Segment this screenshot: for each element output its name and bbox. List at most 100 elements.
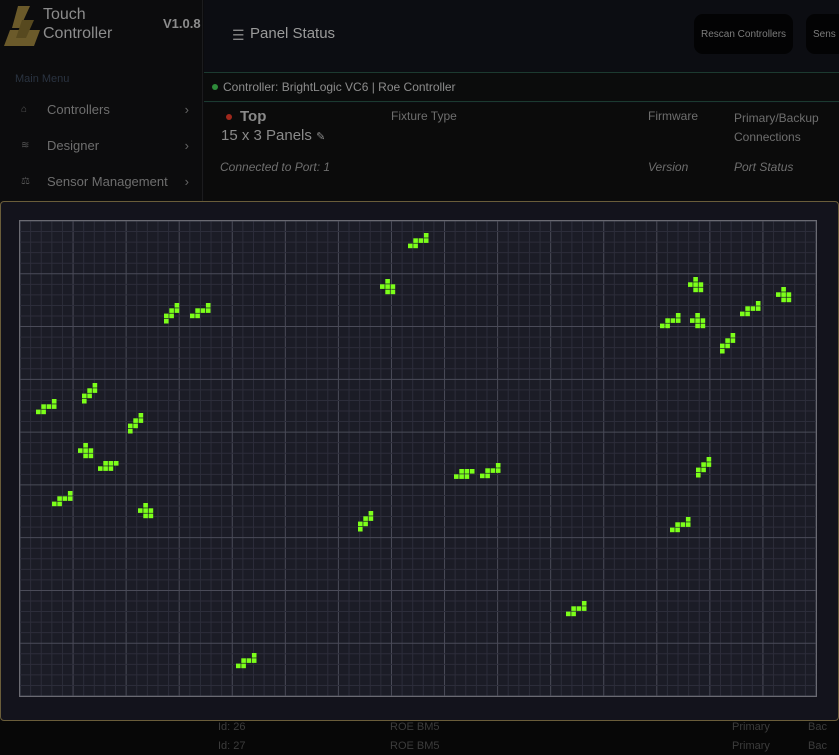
page-title: Panel Status [250, 25, 336, 42]
lit-pixel [385, 279, 390, 284]
lit-pixel [675, 313, 681, 318]
lit-pixel [92, 383, 98, 388]
label: Designer [47, 137, 100, 153]
lit-pixel [41, 409, 46, 415]
lit-pixel [190, 313, 195, 319]
lit-pixel [128, 423, 133, 429]
lit-pixel [368, 516, 374, 521]
controller-label: Controller: BrightLogic VC6 | Roe Contro… [223, 80, 456, 94]
lit-pixel [241, 658, 246, 663]
lit-pixel [390, 289, 396, 295]
lit-pixel [665, 323, 670, 329]
lit-pixel [413, 238, 418, 243]
lit-pixel [469, 469, 475, 474]
lit-pixel [413, 243, 418, 249]
lit-pixel [148, 508, 154, 513]
lit-pixel [675, 522, 680, 527]
lit-pixel [51, 404, 57, 409]
lit-pixel [670, 527, 675, 533]
row-id: Id: 26 [218, 721, 246, 733]
lit-pixel [358, 526, 363, 532]
panel-size[interactable]: 15 x 3 Panels ✎ [221, 127, 326, 144]
sensors-button[interactable]: Sens [806, 14, 839, 54]
lit-pixel [138, 508, 143, 513]
lit-pixel [169, 308, 174, 313]
lit-pixel [363, 521, 368, 527]
main-panel: ☰ Panel Status Rescan Controllers Sens C… [204, 0, 839, 200]
lit-pixel [695, 318, 700, 323]
chevron-right-icon: › [184, 137, 189, 153]
row-conn: Primary [732, 721, 770, 733]
lit-pixel [698, 287, 704, 293]
lit-pixel [725, 338, 730, 343]
panel-name: Top [240, 108, 267, 125]
menu-icon[interactable]: ☰ [232, 27, 245, 43]
port-status-label: Port Status [734, 160, 794, 174]
lit-pixel [358, 521, 363, 527]
lit-pixel [660, 323, 665, 329]
sidebar-item-controllers[interactable]: ⌂ Controllers › [15, 94, 195, 124]
lit-pixel [675, 527, 680, 533]
lit-pixel [454, 474, 459, 479]
lit-pixel [665, 318, 670, 323]
lit-pixel [236, 663, 241, 669]
panel-grid [19, 220, 817, 697]
row-type: ROE BM5 [390, 721, 440, 733]
lit-pixel [88, 453, 94, 459]
lit-pixel [36, 409, 41, 415]
lit-pixel [581, 601, 587, 606]
lit-pixel [693, 277, 698, 282]
lit-pixel [143, 513, 148, 519]
lit-pixel [174, 308, 180, 313]
lit-pixel [781, 292, 786, 297]
lit-pixel [490, 468, 496, 473]
rescan-controllers-button[interactable]: Rescan Controllers [694, 14, 794, 54]
lit-pixel [706, 462, 712, 467]
lit-pixel [78, 448, 83, 453]
lit-pixel [164, 313, 169, 319]
menu-heading: Main Menu [15, 73, 70, 85]
lit-pixel [700, 323, 706, 329]
lit-pixel [464, 469, 470, 474]
lit-pixel [82, 398, 87, 404]
chevron-right-icon: › [184, 101, 189, 117]
lit-pixel [755, 306, 761, 311]
lit-pixel [143, 503, 148, 508]
fixture-type-header: Fixture Type [391, 109, 457, 123]
lit-pixel [423, 238, 429, 243]
lit-pixel [485, 473, 490, 479]
controller-bar[interactable]: Controller: BrightLogic VC6 | Roe Contro… [204, 72, 839, 102]
lit-pixel [128, 428, 133, 434]
lit-pixel [576, 606, 582, 611]
lit-pixel [83, 453, 88, 459]
sidebar-item-sensor-management[interactable]: ⚖ Sensor Management › [15, 166, 195, 196]
lit-pixel [670, 318, 676, 323]
lit-pixel [92, 388, 98, 393]
lit-pixel [380, 284, 385, 289]
lit-pixel [720, 343, 725, 349]
lit-pixel [745, 306, 750, 311]
lit-pixel [485, 468, 490, 473]
lit-pixel [195, 308, 200, 313]
row-conn: Primary [732, 740, 770, 752]
sidebar-item-designer[interactable]: ≋ Designer › [15, 130, 195, 160]
port-label: Connected to Port: 1 [220, 160, 331, 174]
lit-pixel [195, 313, 200, 319]
lit-pixel [368, 511, 374, 516]
edit-icon: ✎ [316, 131, 326, 143]
lit-pixel [685, 517, 691, 522]
row-type: ROE BM5 [390, 740, 440, 752]
lit-pixel [781, 287, 786, 292]
lit-pixel [148, 513, 154, 519]
lit-pixel [695, 323, 700, 329]
lit-pixel [133, 423, 138, 429]
panel-status-dot [226, 114, 232, 120]
lit-pixel [98, 466, 103, 471]
lit-pixel [87, 388, 92, 393]
lit-pixel [688, 282, 693, 287]
lit-pixel [83, 448, 88, 453]
lit-pixel [781, 297, 786, 303]
lit-pixel [693, 287, 698, 293]
lit-pixel [495, 463, 501, 468]
lit-pixel [459, 469, 464, 474]
